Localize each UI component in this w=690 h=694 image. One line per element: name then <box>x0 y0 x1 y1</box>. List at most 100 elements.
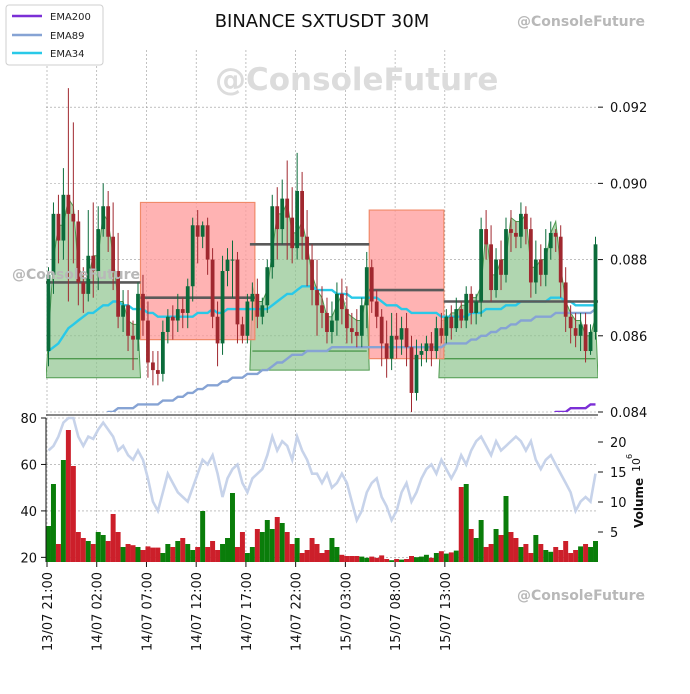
volume-bar <box>80 538 86 562</box>
volume-bar <box>463 484 469 562</box>
candle-body <box>185 286 190 313</box>
volume-bar <box>533 535 539 562</box>
candle-body <box>344 309 349 329</box>
candle-body <box>578 324 583 336</box>
candle-body <box>250 293 255 302</box>
volume-bar <box>279 523 285 562</box>
volume-bar <box>578 546 584 562</box>
volume-bar <box>145 546 151 562</box>
volume-bar <box>75 532 81 562</box>
candle-body <box>101 206 106 230</box>
candle-body <box>136 293 140 340</box>
volume-bar <box>284 532 290 562</box>
volume-bar <box>543 550 549 562</box>
volume-bar <box>55 544 61 562</box>
candle-body <box>379 316 384 344</box>
volume-bar <box>508 532 514 562</box>
candle-body <box>106 206 111 237</box>
volume-bar <box>379 555 385 562</box>
candle-body <box>61 194 66 241</box>
volume-bar <box>418 556 424 562</box>
volume-bar <box>264 520 270 562</box>
candle-body <box>364 267 369 306</box>
oscillator-tick-label: 60 <box>20 458 37 473</box>
x-tick-label: 14/07 07:00 <box>140 572 155 651</box>
candle-body <box>265 267 270 306</box>
candle-body <box>156 370 160 374</box>
volume-bar <box>269 529 275 562</box>
candle-body <box>141 293 145 321</box>
legend-label-ema34: EMA34 <box>50 49 85 60</box>
candle-body <box>285 198 290 218</box>
candle-body <box>71 213 76 222</box>
candle-body <box>170 316 175 321</box>
candle-body <box>200 225 205 237</box>
candle-body <box>215 316 220 344</box>
candle-body <box>409 347 414 393</box>
volume-bar <box>389 560 395 562</box>
volume-bar <box>46 526 51 562</box>
volume-bar <box>558 550 564 562</box>
candle-body <box>414 354 419 393</box>
candle-body <box>359 305 364 336</box>
candle-body <box>419 351 424 355</box>
volume-bar <box>518 547 524 562</box>
candle-body <box>424 343 429 352</box>
volume-bar <box>493 529 499 562</box>
candle-body <box>454 309 459 329</box>
volume-bar <box>593 541 598 562</box>
candle-body <box>220 271 225 344</box>
price-tick-label: 0.084 <box>610 406 647 421</box>
volume-bar <box>225 538 230 562</box>
oscillator-tick-label: 80 <box>20 412 37 427</box>
candle-body <box>489 244 493 291</box>
volume-bar <box>448 552 454 562</box>
support-zone <box>438 212 598 379</box>
candle-body <box>593 244 598 332</box>
candle-body <box>305 236 309 260</box>
candle-body <box>429 343 434 352</box>
candle-body <box>439 328 444 336</box>
candle-body <box>126 305 130 336</box>
volume-bar <box>563 541 569 562</box>
ema200-line <box>553 403 596 412</box>
volume-bar <box>244 553 250 562</box>
candle-body <box>210 259 215 317</box>
candle-body <box>111 236 116 272</box>
volume-bar <box>155 547 161 562</box>
volume-bar <box>478 520 484 562</box>
candle-body <box>325 312 329 332</box>
volume-bar <box>65 430 71 562</box>
volume-bar <box>110 514 116 562</box>
volume-bar <box>254 529 260 562</box>
candle-body <box>474 301 479 313</box>
volume-bar <box>85 541 91 562</box>
candle-body <box>116 271 120 317</box>
x-tick-label: 14/07 17:00 <box>240 572 255 651</box>
volume-bar <box>140 550 146 562</box>
x-tick-label: 14/07 12:00 <box>190 572 205 651</box>
candle-body <box>81 282 86 294</box>
candle-body <box>56 213 61 241</box>
chart-title: BINANCE SXTUSDT 30M <box>215 11 430 32</box>
candle-body <box>86 255 91 294</box>
oscillator-tick-label: 40 <box>20 505 37 520</box>
volume-bar <box>309 538 315 562</box>
volume-bar <box>185 544 191 562</box>
candle-body <box>449 316 454 329</box>
watermark-top-right: @ConsoleFuture <box>517 14 645 30</box>
volume-bar <box>483 547 489 562</box>
x-tick-label: 14/07 02:00 <box>91 572 106 651</box>
candle-body <box>180 309 185 313</box>
volume-tick-label: 15 <box>610 466 627 481</box>
candle-body <box>573 328 578 336</box>
candle-body <box>528 229 533 283</box>
x-tick-label: 13/07 21:00 <box>41 572 56 651</box>
volume-bar <box>60 460 66 562</box>
candle-body <box>543 248 548 275</box>
candle-body <box>146 320 150 363</box>
candle-body <box>558 236 563 283</box>
volume-bar <box>274 517 280 562</box>
volume-bar <box>135 547 141 562</box>
